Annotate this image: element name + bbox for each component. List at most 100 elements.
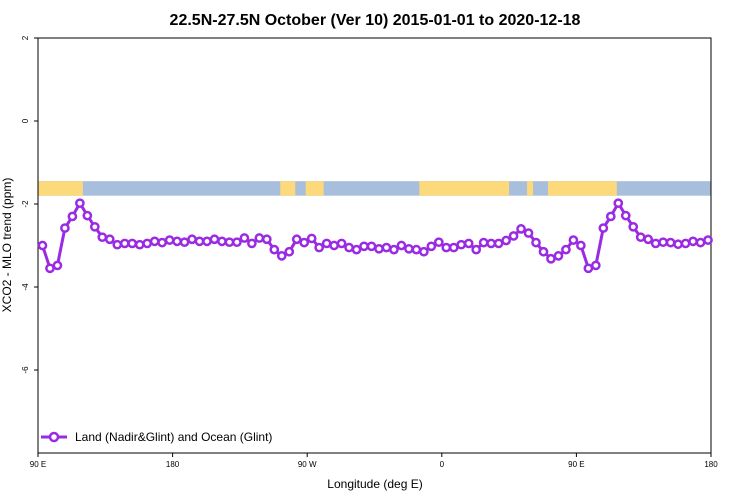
- data-point: [254, 233, 265, 243]
- data-point: [441, 242, 452, 253]
- y-tick-label: 0: [21, 118, 30, 123]
- x-tick-label: 180: [704, 460, 718, 469]
- data-point: [478, 237, 489, 248]
- x-axis-label: Longitude (deg E): [327, 477, 422, 491]
- data-point: [546, 253, 556, 264]
- ocean-band: [38, 181, 711, 196]
- data-point: [456, 239, 467, 250]
- data-point: [149, 236, 160, 247]
- data-point: [261, 234, 272, 245]
- land-segment: [317, 181, 324, 196]
- data-point: [134, 239, 145, 250]
- data-point: [247, 238, 257, 249]
- data-point: [157, 237, 167, 248]
- data-point: [568, 235, 579, 245]
- data-point: [486, 238, 497, 249]
- land-ocean-strip: [38, 181, 711, 196]
- data-point: [276, 251, 287, 261]
- data-point: [52, 260, 63, 271]
- x-tick-label: 90 W: [298, 460, 317, 469]
- x-tick-label: 0: [440, 460, 445, 469]
- x-tick-label: 90 E: [568, 460, 584, 469]
- y-tick-label: -6: [21, 366, 30, 374]
- data-point: [217, 236, 227, 247]
- data-point: [359, 241, 369, 252]
- land-segment: [547, 181, 617, 196]
- data-point: [299, 237, 310, 248]
- data-point: [523, 228, 534, 238]
- data-point: [336, 238, 347, 249]
- data-point: [112, 239, 123, 250]
- land-segment: [419, 181, 510, 196]
- data-point: [643, 234, 654, 245]
- data-point: [635, 232, 646, 243]
- data-point: [411, 244, 422, 255]
- data-point: [448, 242, 459, 253]
- data-point: [613, 198, 624, 209]
- data-point: [269, 244, 280, 255]
- data-point: [590, 260, 601, 271]
- data-point: [224, 237, 235, 248]
- data-point: [628, 221, 639, 232]
- data-point: [501, 235, 511, 246]
- data-point: [695, 237, 706, 248]
- data-point: [82, 210, 93, 221]
- data-point: [60, 223, 70, 233]
- data-point: [389, 244, 399, 255]
- data-point: [164, 235, 175, 245]
- land-segment: [280, 181, 296, 196]
- data-point: [576, 240, 586, 251]
- data-point: [665, 237, 676, 248]
- data-point: [516, 224, 526, 234]
- data-point: [97, 232, 108, 243]
- data-point: [75, 198, 85, 209]
- data-point: [232, 237, 242, 248]
- data-point: [583, 263, 594, 274]
- data-point: [598, 223, 609, 233]
- data-point: [404, 243, 414, 254]
- data-point: [45, 263, 55, 274]
- legend-label: Land (Nadir&Glint) and Ocean (Glint): [75, 430, 272, 444]
- data-point: [426, 241, 437, 252]
- data-point: [179, 237, 190, 248]
- legend: Land (Nadir&Glint) and Ocean (Glint): [41, 430, 272, 444]
- data-point: [187, 234, 197, 245]
- data-point: [89, 221, 100, 232]
- data-point: [321, 238, 332, 249]
- data-point: [553, 251, 564, 261]
- data-point: [306, 233, 317, 244]
- data-point: [703, 235, 713, 245]
- y-axis: 2 0 -2 -4 -6: [21, 35, 38, 374]
- data-point: [172, 236, 182, 247]
- data-point: [605, 211, 616, 222]
- data-point: [67, 211, 78, 222]
- legend-marker: [48, 431, 60, 443]
- land-segment: [305, 181, 321, 196]
- data-point: [508, 231, 519, 241]
- data-point: [351, 244, 362, 255]
- data-point: [202, 236, 212, 247]
- data-point: [688, 236, 698, 247]
- data-point: [433, 237, 444, 248]
- y-tick-label: -2: [21, 200, 30, 208]
- data-point: [239, 233, 250, 243]
- data-point: [37, 240, 48, 251]
- data-point: [142, 238, 153, 249]
- data-point: [620, 210, 631, 221]
- data-point: [419, 246, 429, 257]
- data-point: [396, 240, 407, 251]
- data-point: [209, 234, 220, 245]
- data-point: [493, 238, 504, 249]
- data-point: [650, 238, 661, 249]
- y-tick-label: -4: [21, 283, 30, 291]
- land-segment: [527, 181, 534, 196]
- y-tick-label: 2: [21, 35, 30, 40]
- x-axis: 90 E 180 90 W 0 90 E 180: [30, 453, 718, 469]
- land-segment: [38, 181, 83, 196]
- data-point: [344, 242, 354, 253]
- data-point: [673, 239, 683, 250]
- data-point: [194, 236, 205, 247]
- data-point: [374, 243, 384, 254]
- data-point: [680, 238, 691, 249]
